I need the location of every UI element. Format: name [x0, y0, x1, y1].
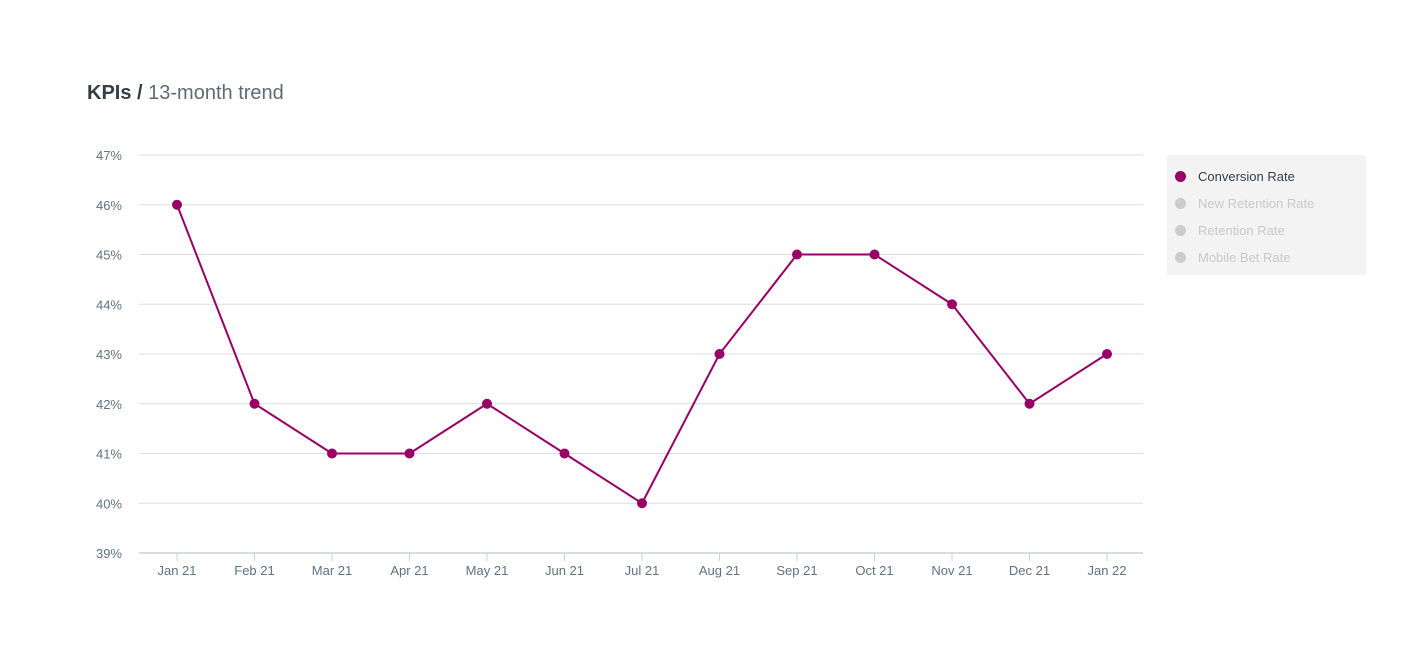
- y-tick-label: 40%: [96, 496, 122, 511]
- legend-label: New Retention Rate: [1198, 195, 1315, 211]
- x-tick-label: Aug 21: [699, 563, 740, 578]
- data-point: [792, 249, 802, 260]
- x-tick-label: Sep 21: [776, 563, 817, 578]
- y-tick-label: 44%: [96, 297, 122, 312]
- x-tick-label: Jun 21: [545, 563, 584, 578]
- x-tick-label: Jul 21: [625, 563, 660, 578]
- data-point: [869, 249, 880, 260]
- x-tick-label: Nov 21: [931, 563, 972, 578]
- y-tick-label: 43%: [96, 347, 122, 362]
- legend-marker-icon: [1175, 170, 1186, 182]
- data-point: [482, 398, 492, 409]
- x-tick-label: Apr 21: [390, 563, 428, 578]
- legend-item-new-retention-rate[interactable]: New Retention Rate: [1175, 193, 1314, 213]
- y-tick-label: 45%: [96, 248, 122, 263]
- series-group: [172, 199, 1112, 509]
- legend-item-conversion-rate[interactable]: Conversion Rate: [1175, 166, 1295, 186]
- data-point: [714, 349, 725, 359]
- y-tick-label: 41%: [96, 447, 122, 462]
- data-point: [404, 448, 415, 459]
- x-tick-label: Dec 21: [1009, 563, 1050, 578]
- y-tick-label: 42%: [96, 397, 122, 412]
- data-point: [1102, 349, 1112, 359]
- data-point: [1024, 398, 1035, 409]
- legend: Conversion Rate New Retention Rate Reten…: [1167, 155, 1366, 275]
- x-axis-tick-labels: Jan 21 Feb 21 Mar 21 Apr 21 May 21 Jun 21 Jul …: [157, 563, 1126, 578]
- data-point: [559, 448, 570, 459]
- legend-marker-icon: [1175, 197, 1186, 209]
- x-tick-label: Feb 21: [234, 563, 274, 578]
- x-tick-label: Jan 21: [157, 563, 196, 578]
- data-point: [637, 498, 647, 509]
- y-axis-tick-labels: 39% 40% 41% 42% 43% 44% 45% 46% 47%: [96, 148, 122, 561]
- data-point: [947, 299, 957, 310]
- x-tick-label: May 21: [466, 563, 509, 578]
- x-tick-label: Mar 21: [312, 563, 352, 578]
- x-tick-label: Jan 22: [1087, 563, 1126, 578]
- data-point: [249, 398, 260, 409]
- legend-label: Conversion Rate: [1198, 168, 1295, 184]
- legend-item-retention-rate[interactable]: Retention Rate: [1175, 220, 1285, 240]
- chart-title: KPIs / 13-month trend: [87, 82, 284, 105]
- x-axis: [139, 552, 1143, 561]
- data-point: [327, 448, 337, 459]
- legend-marker-icon: [1175, 251, 1186, 263]
- legend-item-mobile-bet-rate[interactable]: Mobile Bet Rate: [1175, 247, 1291, 267]
- legend-marker-icon: [1175, 224, 1186, 236]
- chart-title-subtitle: 13-month trend: [148, 82, 284, 104]
- x-tick-label: Oct 21: [855, 563, 893, 578]
- y-tick-label: 47%: [96, 148, 122, 163]
- legend-label: Mobile Bet Rate: [1198, 249, 1291, 265]
- legend-label: Retention Rate: [1198, 222, 1285, 238]
- grid-lines: [139, 154, 1143, 504]
- y-tick-label: 39%: [96, 546, 122, 561]
- chart-title-prefix: KPIs /: [87, 82, 143, 104]
- data-point: [172, 199, 182, 210]
- y-tick-label: 46%: [96, 198, 122, 213]
